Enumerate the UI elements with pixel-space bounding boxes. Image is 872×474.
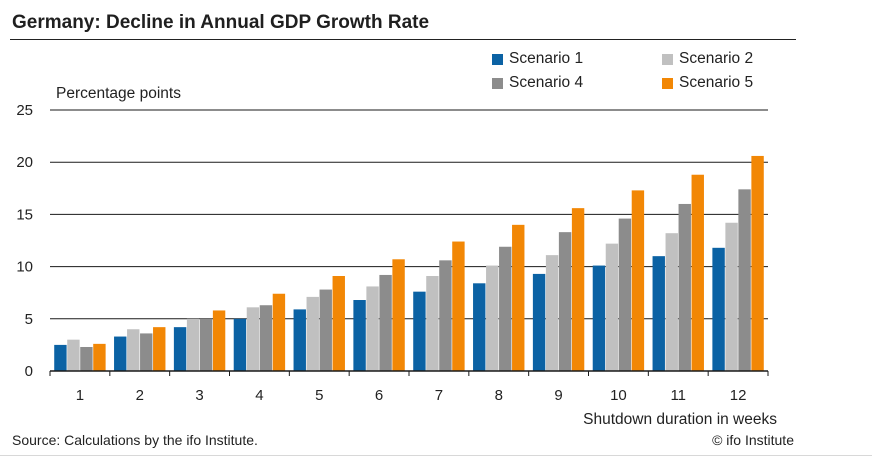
x-tick-label: 10 (610, 387, 627, 404)
bar (452, 241, 465, 371)
y-tick-label: 15 (16, 206, 33, 223)
bar (153, 327, 166, 371)
bar (426, 276, 439, 371)
bar (140, 333, 153, 371)
bar (212, 310, 226, 371)
bar (114, 336, 127, 371)
x-tick-label: 1 (76, 387, 84, 404)
y-tick-label: 25 (16, 102, 33, 119)
bar (80, 346, 93, 371)
bar (512, 224, 525, 371)
legend-item: Scenario 5 (662, 74, 753, 92)
bar (571, 208, 585, 371)
x-tick-label: 12 (730, 387, 747, 404)
y-tick-label: 5 (25, 311, 33, 328)
bar (127, 329, 140, 371)
x-tick-label: 2 (136, 387, 144, 404)
x-tick-label: 6 (375, 387, 383, 404)
legend-item: Scenario 4 (492, 74, 583, 92)
x-tick-label: 7 (435, 387, 443, 404)
bar (605, 243, 619, 371)
bar (725, 222, 738, 371)
bar (366, 286, 379, 371)
x-tick-label: 3 (195, 387, 203, 404)
bar (413, 291, 426, 371)
bar (233, 318, 247, 371)
bar (392, 259, 405, 371)
legend-swatch (492, 53, 503, 65)
bar (319, 289, 332, 371)
source-note: Source: Calculations by the ifo Institut… (12, 432, 258, 448)
bar (545, 255, 559, 371)
x-tick-label: 8 (495, 387, 503, 404)
bar (306, 296, 319, 371)
bar (54, 344, 67, 371)
bar (332, 276, 345, 371)
x-tick-label: 4 (255, 387, 263, 404)
legend-label: Scenario 4 (509, 74, 584, 91)
bar (199, 318, 213, 371)
chart-title: Germany: Decline in Annual GDP Growth Ra… (12, 12, 430, 33)
bar (67, 339, 80, 371)
legend-label: Scenario 5 (679, 74, 754, 91)
legend-item: Scenario 2 (662, 50, 753, 68)
footer-divider (0, 455, 872, 456)
y-axis-label: Percentage points (56, 85, 181, 102)
y-tick-label: 0 (25, 363, 33, 380)
bar (631, 190, 645, 371)
y-tick-labels: 0 5 10 15 20 25 (16, 102, 33, 380)
legend-swatch (662, 53, 673, 65)
bar (738, 189, 751, 371)
bar (665, 233, 678, 371)
x-tick-label: 11 (670, 387, 686, 404)
bar (473, 283, 486, 371)
bar (293, 309, 306, 371)
legend-label: Scenario 1 (509, 50, 584, 67)
bar (246, 307, 260, 371)
bar (439, 260, 452, 371)
legend-swatch (492, 77, 503, 89)
copyright-note: © ifo Institute (712, 432, 794, 448)
bar (186, 318, 200, 371)
bar (272, 293, 286, 371)
bar (618, 218, 632, 371)
bar (652, 256, 665, 371)
grid-lines (50, 109, 768, 320)
bar (678, 203, 691, 371)
x-tick-label: 5 (315, 387, 323, 404)
bar (353, 300, 366, 371)
legend-item: Scenario 1 (492, 50, 583, 68)
bar (379, 274, 392, 371)
y-tick-label: 10 (16, 259, 33, 276)
bar (532, 273, 546, 371)
bar (691, 174, 704, 371)
bar (259, 305, 273, 371)
bar (712, 247, 725, 371)
bar (486, 265, 499, 371)
y-tick-label: 20 (16, 154, 33, 171)
bar (499, 246, 512, 371)
bar (751, 155, 764, 371)
axes (49, 370, 769, 376)
bar (173, 327, 187, 371)
bars (54, 155, 764, 371)
x-axis-label: Shutdown duration in weeks (583, 411, 777, 428)
bar (93, 343, 106, 371)
bar (558, 232, 572, 371)
x-tick-labels: 1 2 3 4 5 6 7 8 9 10 11 12 (76, 387, 747, 404)
legend-swatch (662, 77, 673, 89)
bar (592, 265, 606, 371)
title-divider (10, 39, 796, 40)
x-tick-label: 9 (554, 387, 562, 404)
legend-label: Scenario 2 (679, 50, 754, 67)
chart-legend: Scenario 1 Scenario 2 Scenario 4 Scenario 5 (492, 50, 792, 96)
